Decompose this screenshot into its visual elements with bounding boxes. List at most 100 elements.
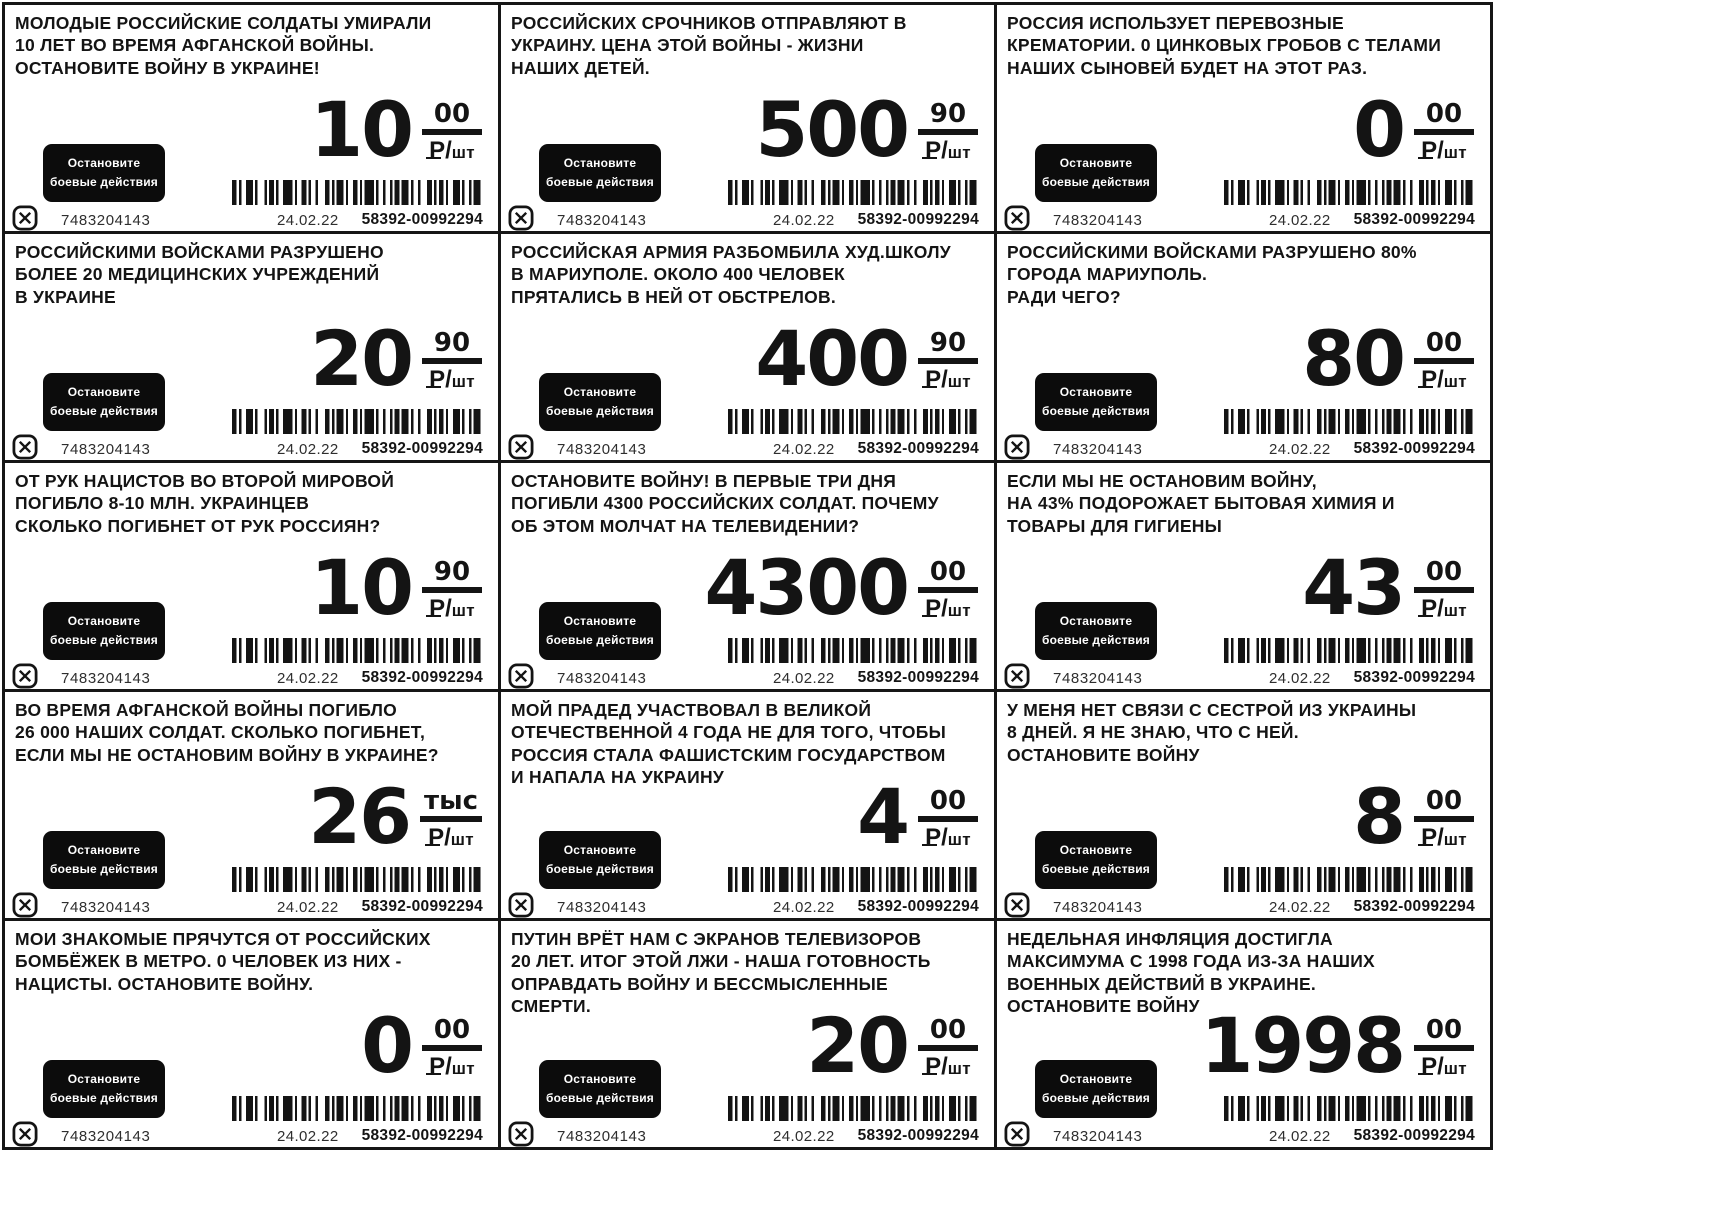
price-fraction: 00 Р / шт (918, 788, 978, 850)
price-fraction: 00 Р / шт (1414, 788, 1474, 852)
stop-hostilities-badge: Остановите боевые действия (539, 373, 661, 431)
price-tag: МОЛОДЫЕ РОССИЙСКИЕ СОЛДАТЫ УМИРАЛИ 10 ЛЕ… (5, 5, 501, 234)
tag-headline: МОЙ ПРАДЕД УЧАСТВОВАЛ В ВЕЛИКОЙ ОТЕЧЕСТВ… (511, 700, 946, 788)
badge-line2: боевые действия (1041, 1091, 1151, 1105)
ruble-sign-icon: Р (1417, 1053, 1438, 1081)
barcode-number: 58392-00992294 (1353, 1127, 1475, 1144)
tag-footer: 7483204143 24.02.22 58392-00992294 (997, 892, 1490, 918)
price-tag: РОССИЙСКАЯ АРМИЯ РАЗБОМБИЛА ХУД.ШКОЛУ В … (501, 234, 997, 463)
crossed-box-icon (12, 1121, 38, 1147)
price-fraction: 90 Р / шт (918, 330, 978, 394)
badge-line1: Остановите (67, 156, 141, 171)
price-superscript: 00 (1414, 101, 1474, 136)
unit-slash: / (1437, 137, 1444, 165)
unit-slash: / (1437, 366, 1444, 394)
sku-number: 7483204143 (1053, 1128, 1143, 1145)
unit-qty: шт (947, 372, 971, 392)
unit-qty: шт (1443, 830, 1467, 850)
badge-line1: Остановите (67, 385, 141, 400)
tag-headline: ОСТАНОВИТЕ ВОЙНУ! В ПЕРВЫЕ ТРИ ДНЯ ПОГИБ… (511, 471, 939, 536)
sku-number: 7483204143 (61, 1128, 151, 1145)
crossed-box-icon (12, 205, 38, 231)
price-integer: 10 (310, 85, 414, 174)
price-tag: ОСТАНОВИТЕ ВОЙНУ! В ПЕРВЫЕ ТРИ ДНЯ ПОГИБ… (501, 463, 997, 692)
barcode-number: 58392-00992294 (1353, 898, 1475, 915)
tag-footer: 7483204143 24.02.22 58392-00992294 (501, 892, 994, 918)
ruble-sign-icon: Р (921, 595, 942, 623)
unit-qty: шт (451, 372, 475, 392)
barcode-number: 58392-00992294 (361, 211, 483, 228)
date-label: 24.02.22 (773, 212, 835, 229)
badge-line2: боевые действия (1041, 862, 1151, 876)
badge-line2: боевые действия (1041, 633, 1151, 647)
tag-price: 1998 00 Р / шт (1200, 1008, 1474, 1083)
crossed-box-icon (508, 663, 534, 689)
date-label: 24.02.22 (277, 899, 339, 916)
badge-line1: Остановите (563, 614, 637, 629)
date-label: 24.02.22 (277, 1128, 339, 1145)
crossed-box-icon (12, 434, 38, 460)
barcode-number: 58392-00992294 (857, 211, 979, 228)
price-unit: Р / шт (425, 366, 475, 394)
ruble-sign-icon: Р (1417, 366, 1438, 394)
crossed-box-icon (508, 205, 534, 231)
barcode-number: 58392-00992294 (361, 440, 483, 457)
tag-headline: ЕСЛИ МЫ НЕ ОСТАНОВИМ ВОЙНУ, НА 43% ПОДОР… (1007, 471, 1395, 536)
unit-slash: / (941, 1053, 948, 1081)
date-label: 24.02.22 (773, 1128, 835, 1145)
price-integer: 20 (310, 314, 414, 403)
badge-line2: боевые действия (545, 175, 655, 189)
sku-number: 7483204143 (61, 212, 151, 229)
stop-hostilities-badge: Остановите боевые действия (1035, 373, 1157, 431)
price-tag: ОТ РУК НАЦИСТОВ ВО ВТОРОЙ МИРОВОЙ ПОГИБЛ… (5, 463, 501, 692)
ruble-sign-icon: Р (424, 824, 445, 852)
tag-price: 8 00 Р / шт (1353, 772, 1474, 861)
tag-headline: ВО ВРЕМЯ АФГАНСКОЙ ВОЙНЫ ПОГИБЛО 26 000 … (15, 700, 439, 765)
unit-slash: / (1437, 595, 1444, 623)
tag-footer: 7483204143 24.02.22 58392-00992294 (5, 663, 498, 689)
tag-footer: 7483204143 24.02.22 58392-00992294 (501, 663, 994, 689)
unit-slash: / (445, 366, 452, 394)
tag-footer: 7483204143 24.02.22 58392-00992294 (5, 1121, 498, 1147)
barcode (1224, 180, 1475, 205)
stop-hostilities-badge: Остановите боевые действия (43, 373, 165, 431)
price-superscript: 00 (1414, 330, 1474, 365)
barcode-number: 58392-00992294 (857, 440, 979, 457)
price-tag: ПУТИН ВРЁТ НАМ С ЭКРАНОВ ТЕЛЕВИЗОРОВ 20 … (501, 921, 997, 1150)
barcode-number: 58392-00992294 (1353, 211, 1475, 228)
price-integer: 8 (1353, 772, 1406, 861)
price-unit: Р / шт (425, 139, 475, 163)
badge-line2: боевые действия (49, 404, 159, 418)
tag-footer: 7483204143 24.02.22 58392-00992294 (501, 434, 994, 460)
price-superscript: 00 (1414, 788, 1474, 823)
unit-qty: шт (947, 143, 971, 163)
crossed-box-icon (508, 1121, 534, 1147)
unit-slash: / (941, 595, 948, 623)
price-superscript: 00 (918, 559, 978, 594)
date-label: 24.02.22 (773, 899, 835, 916)
barcode (232, 409, 483, 434)
ruble-sign-icon: Р (921, 366, 942, 394)
tag-price: 10 00 Р / шт (310, 85, 482, 174)
unit-qty: шт (1443, 601, 1467, 621)
price-fraction: 00 Р / шт (1414, 101, 1474, 165)
badge-line2: боевые действия (49, 175, 159, 189)
badge-line1: Остановите (563, 1072, 637, 1087)
badge-line1: Остановите (563, 385, 637, 400)
crossed-box-icon (1004, 434, 1030, 460)
price-tag: РОССИЯ ИСПОЛЬЗУЕТ ПЕРЕВОЗНЫЕ КРЕМАТОРИИ.… (997, 5, 1493, 234)
tag-price: 0 00 Р / шт (1353, 92, 1474, 167)
tag-footer: 7483204143 24.02.22 58392-00992294 (997, 663, 1490, 689)
badge-line1: Остановите (563, 156, 637, 171)
badge-line1: Остановите (1059, 156, 1133, 171)
price-superscript: 00 (1414, 559, 1474, 594)
sku-number: 7483204143 (1053, 441, 1143, 458)
tag-price: 26 тыс Р / шт (308, 779, 482, 854)
price-unit: Р / шт (921, 1053, 971, 1081)
barcode (232, 867, 483, 892)
tag-headline: МОЛОДЫЕ РОССИЙСКИЕ СОЛДАТЫ УМИРАЛИ 10 ЛЕ… (15, 13, 432, 78)
barcode (1224, 1096, 1475, 1121)
tag-headline: ПУТИН ВРЁТ НАМ С ЭКРАНОВ ТЕЛЕВИЗОРОВ 20 … (511, 929, 931, 1017)
sku-number: 7483204143 (61, 899, 151, 916)
ruble-sign-icon: Р (1417, 824, 1438, 852)
